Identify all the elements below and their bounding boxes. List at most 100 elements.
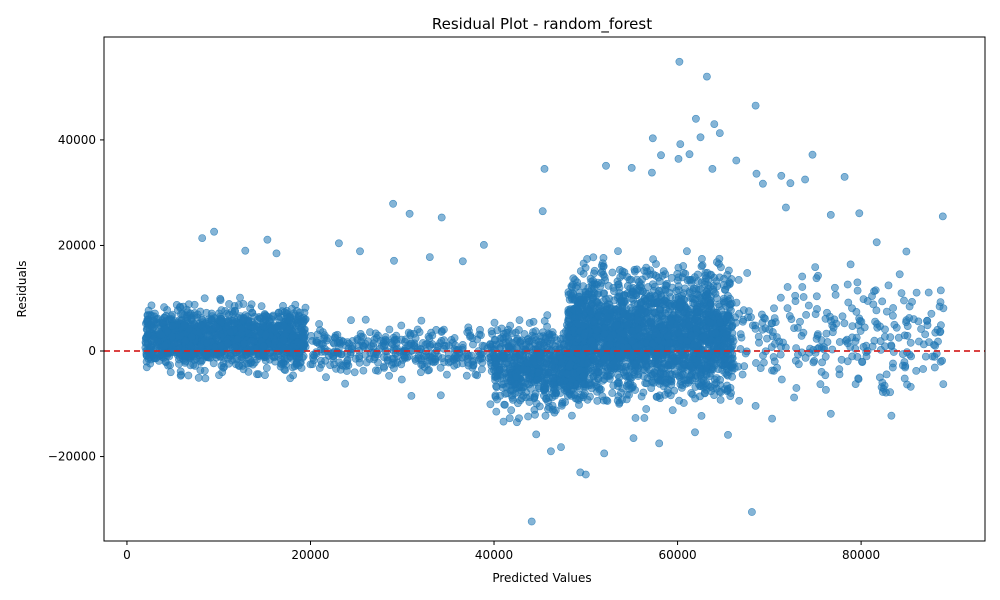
data-point bbox=[900, 374, 909, 383]
data-point bbox=[615, 292, 624, 301]
data-point bbox=[220, 354, 228, 362]
data-point bbox=[589, 276, 597, 285]
data-point bbox=[817, 367, 826, 376]
data-point bbox=[175, 316, 184, 325]
data-point bbox=[590, 266, 599, 275]
data-point bbox=[505, 414, 514, 423]
data-point bbox=[876, 373, 884, 382]
data-point bbox=[307, 331, 316, 340]
data-point bbox=[659, 382, 668, 391]
data-point bbox=[657, 286, 666, 295]
data-point bbox=[652, 271, 660, 280]
data-point bbox=[312, 338, 321, 346]
data-point bbox=[625, 372, 634, 381]
data-point bbox=[508, 393, 517, 402]
data-point bbox=[506, 321, 515, 330]
data-point bbox=[699, 333, 708, 342]
data-point bbox=[901, 362, 910, 370]
data-point bbox=[647, 303, 655, 312]
data-point bbox=[239, 300, 248, 308]
data-point bbox=[685, 353, 694, 362]
data-point bbox=[184, 371, 193, 380]
data-point bbox=[635, 332, 644, 341]
data-point bbox=[625, 385, 634, 393]
data-point bbox=[619, 330, 628, 338]
data-point bbox=[478, 341, 487, 350]
data-point bbox=[364, 337, 372, 346]
chart-title: Residual Plot - random_forest bbox=[432, 15, 652, 34]
data-point bbox=[647, 323, 656, 332]
data-point bbox=[599, 396, 608, 405]
data-point bbox=[492, 407, 501, 416]
data-point bbox=[166, 361, 174, 369]
data-point bbox=[475, 351, 484, 360]
data-point bbox=[846, 260, 855, 269]
data-point bbox=[794, 360, 803, 369]
data-point bbox=[142, 363, 151, 372]
data-point bbox=[577, 313, 586, 322]
data-point bbox=[895, 270, 904, 279]
data-point bbox=[250, 312, 259, 321]
data-point bbox=[576, 299, 585, 308]
data-point bbox=[462, 371, 471, 380]
data-point bbox=[712, 308, 721, 317]
data-point bbox=[506, 377, 515, 385]
data-point bbox=[262, 364, 271, 372]
data-point bbox=[667, 317, 676, 326]
data-point bbox=[675, 303, 684, 312]
data-point bbox=[716, 395, 725, 404]
data-point bbox=[614, 370, 622, 379]
data-point bbox=[936, 298, 945, 306]
data-point bbox=[649, 255, 657, 263]
data-point bbox=[542, 359, 551, 367]
data-point bbox=[531, 332, 539, 341]
data-point bbox=[629, 295, 638, 304]
data-point bbox=[246, 355, 254, 364]
data-point bbox=[591, 378, 599, 386]
data-point bbox=[697, 411, 706, 420]
data-point bbox=[512, 359, 521, 368]
data-point bbox=[342, 367, 351, 375]
data-point bbox=[729, 360, 738, 368]
data-point bbox=[612, 321, 621, 330]
data-point bbox=[698, 254, 706, 263]
data-point bbox=[871, 317, 879, 326]
data-point bbox=[339, 361, 347, 370]
data-point bbox=[685, 321, 694, 330]
data-point bbox=[552, 336, 561, 345]
data-point bbox=[838, 312, 847, 321]
data-point bbox=[654, 336, 662, 345]
data-point bbox=[161, 341, 170, 350]
data-point bbox=[361, 315, 370, 324]
data-point bbox=[681, 269, 690, 278]
data-point bbox=[181, 351, 190, 360]
data-point bbox=[397, 321, 406, 330]
data-point bbox=[656, 361, 665, 370]
data-point bbox=[603, 300, 612, 308]
data-point bbox=[722, 330, 731, 339]
data-point bbox=[259, 342, 268, 350]
data-point bbox=[763, 334, 771, 343]
data-point bbox=[385, 371, 393, 380]
data-point bbox=[450, 334, 459, 342]
data-point bbox=[282, 306, 291, 315]
data-point bbox=[596, 304, 605, 313]
data-point bbox=[760, 358, 768, 367]
data-point bbox=[921, 352, 930, 361]
data-point bbox=[536, 357, 544, 366]
data-point bbox=[230, 343, 239, 351]
data-point bbox=[646, 266, 655, 275]
data-point bbox=[350, 368, 359, 377]
data-point bbox=[680, 360, 689, 369]
data-point bbox=[900, 331, 909, 340]
data-point bbox=[717, 353, 726, 362]
data-point bbox=[211, 323, 220, 332]
data-point bbox=[502, 382, 511, 391]
data-point bbox=[216, 294, 225, 303]
data-point bbox=[776, 293, 785, 302]
data-point bbox=[224, 321, 232, 330]
data-point bbox=[614, 247, 622, 255]
data-point bbox=[707, 300, 715, 309]
data-point bbox=[521, 345, 530, 354]
data-point bbox=[659, 369, 668, 378]
